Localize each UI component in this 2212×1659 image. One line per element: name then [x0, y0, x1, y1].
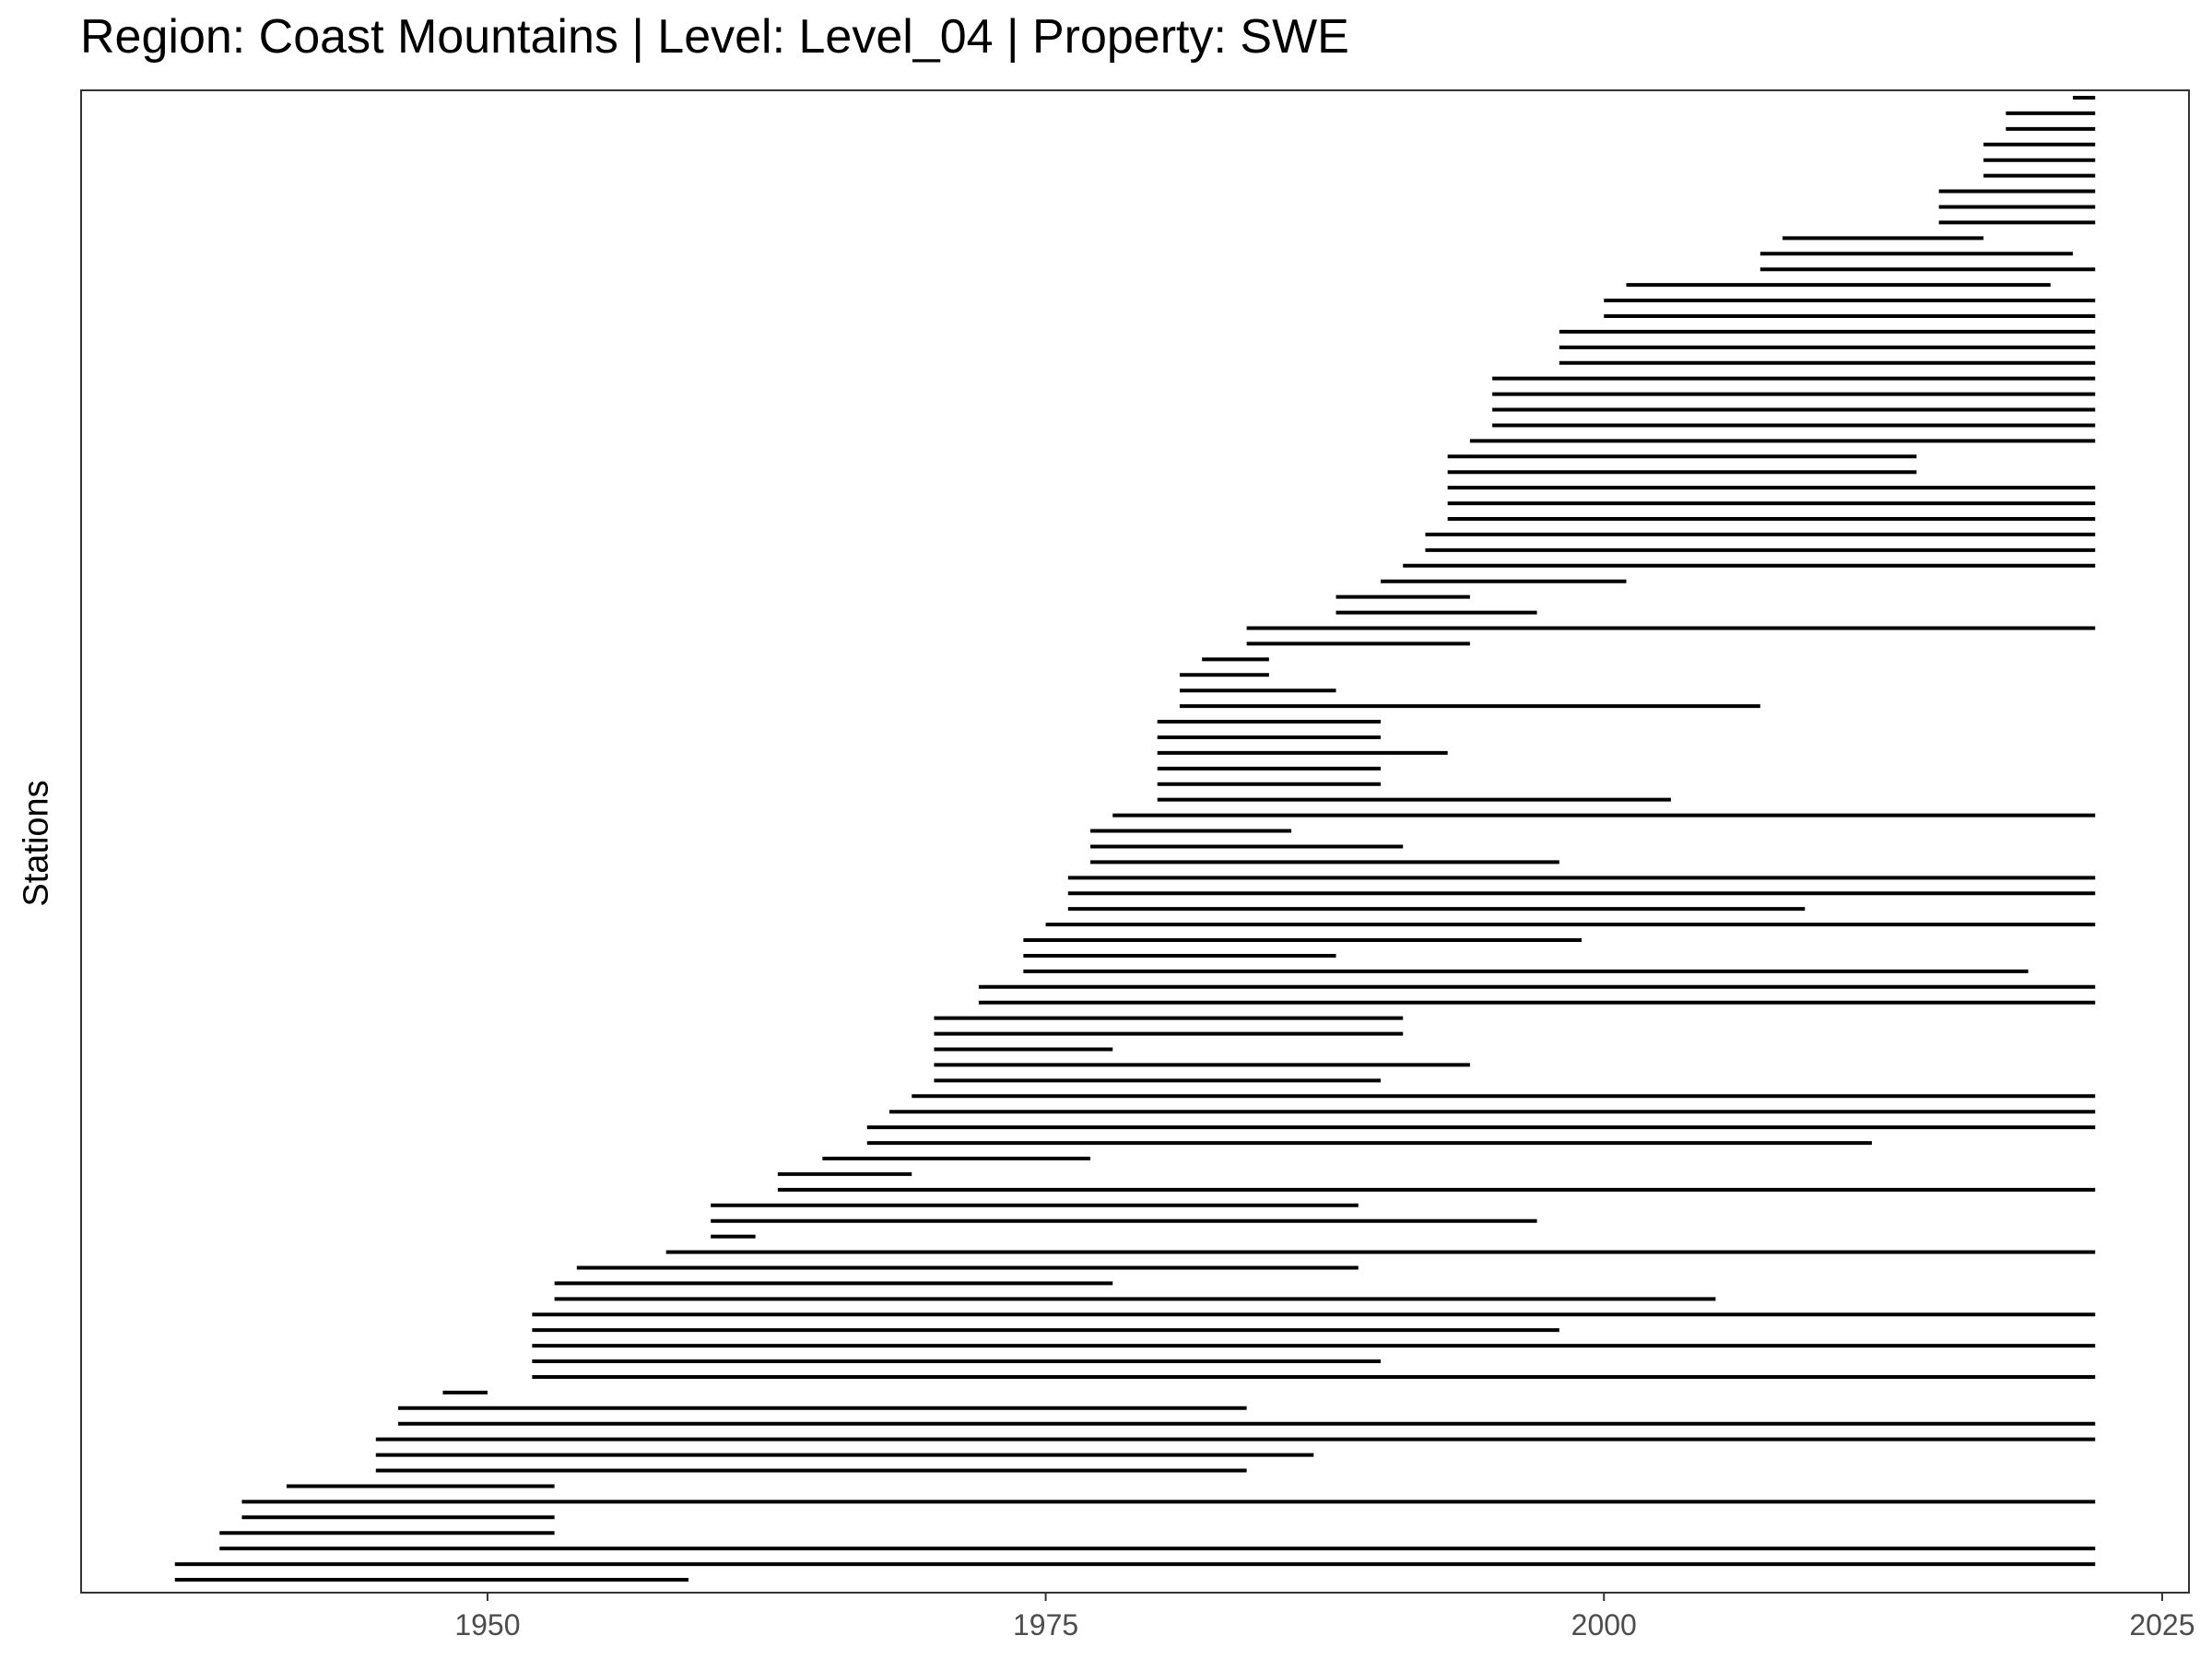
plot-panel-border	[80, 89, 2190, 1594]
x-tick-label: 1950	[454, 1608, 520, 1641]
x-axis: 1950 1975 2000 2025	[454, 1593, 2195, 1641]
station-segments	[174, 96, 2096, 1582]
x-tick-label: 1975	[1013, 1608, 1078, 1641]
chart-title: Region: Coast Mountains | Level: Level_0…	[80, 10, 1349, 64]
x-tick-label: 2025	[2129, 1608, 2194, 1641]
x-tick-label: 2000	[1571, 1608, 1637, 1641]
